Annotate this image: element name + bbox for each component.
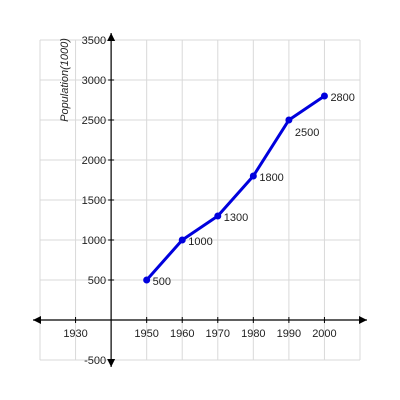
y-tick-label: 3000 bbox=[82, 75, 106, 87]
x-tick-label: 1960 bbox=[170, 328, 194, 340]
x-tick-label: 1930 bbox=[63, 328, 87, 340]
y-tick-label: 2000 bbox=[82, 155, 106, 167]
x-tick-label: 1950 bbox=[134, 328, 158, 340]
x-tick-label: 2000 bbox=[312, 328, 336, 340]
y-tick-label: 1500 bbox=[82, 195, 106, 207]
data-label: 500 bbox=[153, 276, 171, 288]
data-point bbox=[143, 276, 151, 284]
data-label: 1300 bbox=[224, 212, 248, 224]
x-axis-arrow-left bbox=[33, 316, 41, 324]
x-tick-label: 1970 bbox=[206, 328, 230, 340]
data-label: 2800 bbox=[330, 92, 354, 104]
data-label: 1800 bbox=[259, 172, 283, 184]
y-tick-label: 500 bbox=[88, 275, 106, 287]
x-tick-label: 1980 bbox=[241, 328, 265, 340]
y-tick-label: 2500 bbox=[82, 115, 106, 127]
series bbox=[143, 92, 328, 284]
data-point bbox=[249, 172, 257, 180]
series-line bbox=[145, 94, 326, 282]
data-label: 2500 bbox=[295, 127, 319, 139]
y-axis-title: Population(1000) bbox=[59, 38, 71, 122]
data-point bbox=[285, 116, 293, 124]
y-tick-label: 1000 bbox=[82, 235, 106, 247]
x-tick-label: 1990 bbox=[277, 328, 301, 340]
data-label: 1000 bbox=[188, 236, 212, 248]
data-point bbox=[178, 236, 186, 244]
y-axis-arrow-down bbox=[107, 359, 116, 367]
data-labels: 500 1000 1300 1800 2500 2800 bbox=[153, 92, 355, 288]
y-tick-label: 3500 bbox=[82, 35, 106, 47]
y-tick-label: -500 bbox=[84, 355, 106, 367]
tick-labels: 1930 1950 1960 1970 1980 1990 2000 -500 500 1000 1… bbox=[63, 35, 336, 367]
y-axis-arrow-up bbox=[107, 33, 116, 41]
x-axis-arrow-right bbox=[359, 316, 367, 324]
data-point bbox=[214, 212, 222, 220]
data-point bbox=[320, 92, 328, 100]
